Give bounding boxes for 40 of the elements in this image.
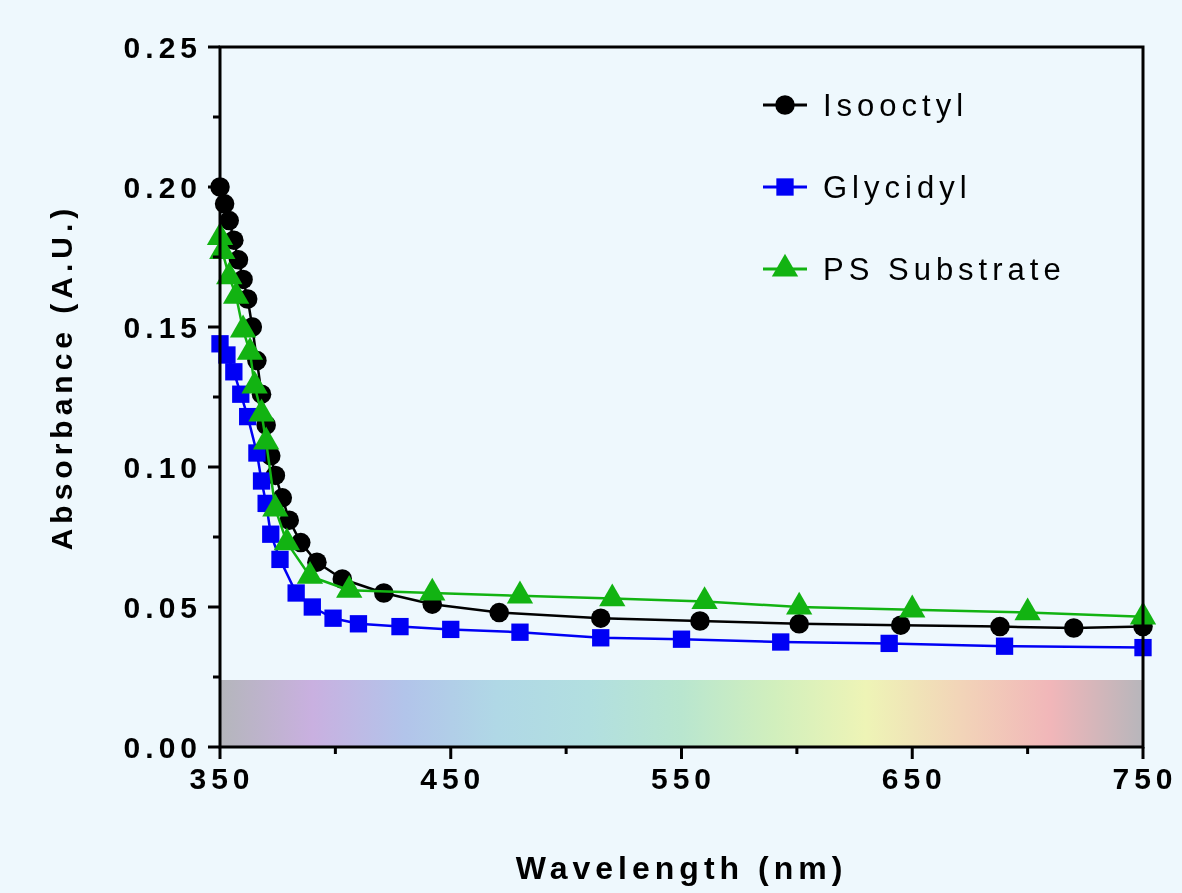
point [442,620,460,639]
y-tick-label: 0.05 [123,590,202,624]
point [511,623,529,641]
x-tick-label: 750 [1112,762,1178,795]
point [252,472,271,490]
point [303,598,321,616]
point [349,615,368,633]
point [590,608,611,628]
point [262,525,280,543]
x-tick-label: 650 [881,762,947,795]
point [990,616,1010,637]
legend-label: Glycidyl [823,169,972,205]
point [219,210,239,231]
point [690,611,710,631]
y-tick-label: 0.25 [123,30,202,64]
point [890,615,911,635]
point [287,584,305,602]
point [789,614,809,634]
x-axis-title: Wavelength (nm) [515,850,848,886]
legend-label: Isooctyl [823,87,969,123]
y-tick-label: 0.10 [123,450,202,484]
x-tick-label: 550 [650,762,717,795]
point [391,617,409,636]
point [324,609,342,627]
x-tick-label: 450 [420,762,486,795]
y-tick-label: 0.20 [123,170,202,204]
y-tick-label: 0.00 [123,730,202,764]
point [880,634,898,653]
y-axis-title: Absorbance (A.U.) [45,203,78,551]
point [672,630,691,648]
x-tick-label: 350 [189,762,255,795]
point [225,363,243,381]
point [995,637,1014,655]
y-tick-label: 0.15 [123,310,202,344]
point [1064,618,1084,638]
legend-label: PS Substrate [823,251,1066,287]
point [592,629,610,647]
point [489,602,509,623]
point [772,633,790,651]
point [271,550,289,569]
